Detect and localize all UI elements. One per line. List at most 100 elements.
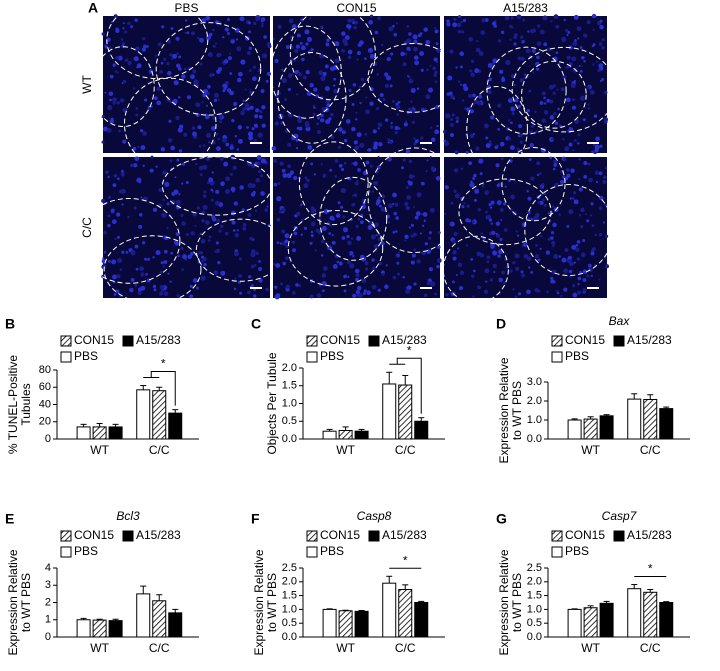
nucleus — [214, 42, 217, 45]
nucleus — [554, 121, 559, 125]
nucleus — [132, 87, 136, 90]
nucleus — [425, 169, 428, 172]
nucleus — [346, 234, 350, 239]
nucleus — [392, 192, 397, 198]
nucleus — [212, 28, 215, 32]
nucleus — [510, 16, 514, 20]
nucleus — [112, 97, 117, 102]
nucleus — [374, 222, 380, 227]
nucleus — [281, 78, 287, 84]
nucleus — [356, 51, 361, 56]
nucleus — [566, 173, 571, 178]
nucleus — [380, 206, 386, 212]
nucleus — [160, 61, 164, 65]
nucleus — [257, 132, 263, 138]
nucleus — [484, 190, 489, 195]
nucleus — [135, 267, 139, 271]
chart-title: Casp7 — [602, 509, 638, 523]
nucleus — [250, 264, 255, 269]
nucleus — [504, 15, 510, 21]
nucleus — [189, 284, 193, 288]
nucleus — [248, 46, 252, 50]
nucleus — [576, 257, 581, 261]
nucleus — [433, 27, 437, 30]
nucleus — [199, 62, 203, 66]
y-tick-label: 2.0 — [527, 576, 542, 588]
nucleus — [240, 110, 245, 116]
nucleus — [278, 210, 282, 214]
nucleus — [397, 251, 400, 254]
nucleus — [266, 205, 269, 208]
nucleus — [430, 281, 436, 287]
bar — [398, 589, 413, 638]
nucleus — [201, 219, 205, 223]
nucleus — [514, 253, 520, 259]
nucleus — [168, 119, 172, 123]
nucleus — [159, 284, 165, 290]
nucleus — [282, 261, 287, 266]
nucleus — [572, 41, 578, 47]
nucleus — [594, 170, 600, 176]
nucleus — [226, 18, 230, 22]
nucleus — [316, 293, 322, 298]
nucleus — [207, 51, 213, 57]
nucleus — [169, 280, 172, 283]
nucleus — [490, 115, 495, 120]
nucleus — [133, 56, 139, 62]
nucleus — [455, 66, 458, 69]
nucleus — [297, 118, 303, 124]
nucleus — [472, 177, 476, 180]
nucleus — [575, 247, 580, 252]
nucleus — [349, 263, 355, 269]
nucleus — [289, 170, 295, 175]
nucleus — [365, 160, 370, 165]
bar — [627, 398, 642, 440]
nucleus — [335, 213, 341, 218]
nucleus — [214, 92, 220, 98]
nucleus — [598, 171, 603, 176]
nucleus — [377, 16, 382, 21]
nucleus — [163, 260, 168, 264]
nucleus — [297, 115, 301, 119]
nucleus — [433, 73, 437, 78]
nucleus — [501, 30, 505, 34]
nucleus — [209, 73, 213, 77]
nucleus — [248, 69, 252, 72]
nucleus — [156, 100, 162, 106]
nucleus — [178, 55, 182, 59]
nucleus — [410, 223, 414, 227]
nucleus — [561, 257, 567, 263]
nucleus — [134, 156, 140, 162]
nucleus — [565, 168, 570, 172]
nucleus — [320, 113, 324, 118]
nucleus — [397, 100, 401, 104]
nucleus — [429, 156, 432, 159]
nucleus — [467, 93, 473, 98]
nucleus — [486, 255, 491, 260]
nucleus — [205, 220, 210, 225]
nucleus — [382, 97, 386, 101]
nucleus — [180, 213, 184, 217]
nucleus — [352, 83, 357, 87]
nucleus — [334, 174, 338, 178]
nucleus — [280, 207, 286, 213]
nucleus — [109, 98, 112, 102]
nucleus — [392, 230, 396, 234]
nucleus — [185, 233, 189, 236]
nucleus — [220, 270, 226, 276]
nucleus — [604, 203, 607, 207]
y-tick-label: 1.0 — [282, 397, 297, 409]
nucleus — [552, 244, 555, 247]
nucleus — [220, 181, 225, 186]
nucleus — [136, 63, 142, 69]
nucleus — [598, 42, 603, 46]
nucleus — [530, 217, 534, 222]
nucleus — [369, 14, 374, 18]
nucleus — [247, 290, 251, 295]
nucleus — [342, 227, 349, 233]
nucleus — [213, 270, 219, 275]
legend-swatch — [551, 530, 563, 542]
nucleus — [599, 195, 604, 201]
panel-letter: B — [5, 316, 15, 332]
nucleus — [501, 77, 506, 83]
